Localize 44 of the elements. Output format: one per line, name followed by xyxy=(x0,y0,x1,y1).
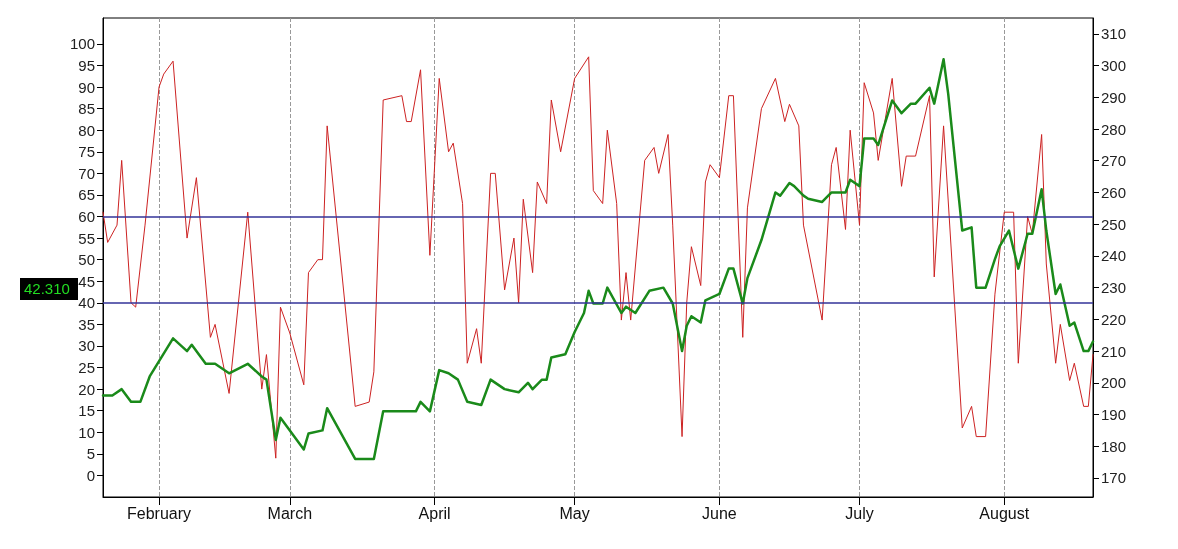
y2-tick-label: 220 xyxy=(1101,310,1127,328)
y-tick-label: 0 xyxy=(86,466,95,484)
y-tick-label: 85 xyxy=(78,100,95,118)
y2-tick-label: 170 xyxy=(1101,469,1127,487)
y2-tick-label: 230 xyxy=(1101,279,1127,297)
y-tick-label: 10 xyxy=(78,423,95,441)
y-tick-label: 35 xyxy=(78,315,95,333)
y-tick-label: 55 xyxy=(78,229,95,247)
x-tick-label: July xyxy=(845,504,874,522)
y-tick-label: 25 xyxy=(78,359,95,377)
y2-tick-label: 280 xyxy=(1101,120,1127,138)
x-tick-label: August xyxy=(979,504,1030,522)
y2-tick-label: 190 xyxy=(1101,406,1127,424)
y2-tick-label: 260 xyxy=(1101,183,1127,201)
y-tick-label: 75 xyxy=(78,143,95,161)
x-tick-label: March xyxy=(267,504,313,522)
y-tick-label: 50 xyxy=(78,251,95,269)
y-tick-label: 70 xyxy=(78,164,95,182)
y-tick-label: 60 xyxy=(78,208,95,225)
y-tick-label: 90 xyxy=(78,78,95,96)
y-tick-label: 65 xyxy=(78,186,95,204)
y2-tick-label: 240 xyxy=(1101,247,1127,265)
y-tick-label: 40 xyxy=(78,294,95,312)
x-tick-label: June xyxy=(702,504,737,522)
text: 42.310 xyxy=(24,280,70,297)
y-tick-label: 95 xyxy=(78,56,95,74)
y-tick-label: 100 xyxy=(69,35,95,53)
y-tick-label: 80 xyxy=(78,121,95,139)
y2-tick-label: 300 xyxy=(1101,57,1127,75)
y-tick-label: 15 xyxy=(78,402,95,420)
y2-tick-label: 250 xyxy=(1101,215,1127,233)
y-tick-label: 45 xyxy=(78,272,95,290)
y-tick-label: 30 xyxy=(78,337,95,355)
y2-tick-label: 310 xyxy=(1101,25,1127,43)
y2-tick-label: 270 xyxy=(1101,152,1127,170)
x-tick-label: February xyxy=(127,504,192,522)
x-tick-label: May xyxy=(559,504,590,522)
y2-tick-label: 210 xyxy=(1101,342,1127,360)
y-tick-label: 5 xyxy=(86,445,95,463)
y2-tick-label: 200 xyxy=(1101,374,1127,392)
x-tick-label: April xyxy=(418,504,451,522)
y2-tick-label: 180 xyxy=(1101,437,1127,455)
y-tick-label: 20 xyxy=(78,380,95,398)
y2-tick-label: 290 xyxy=(1101,88,1127,106)
